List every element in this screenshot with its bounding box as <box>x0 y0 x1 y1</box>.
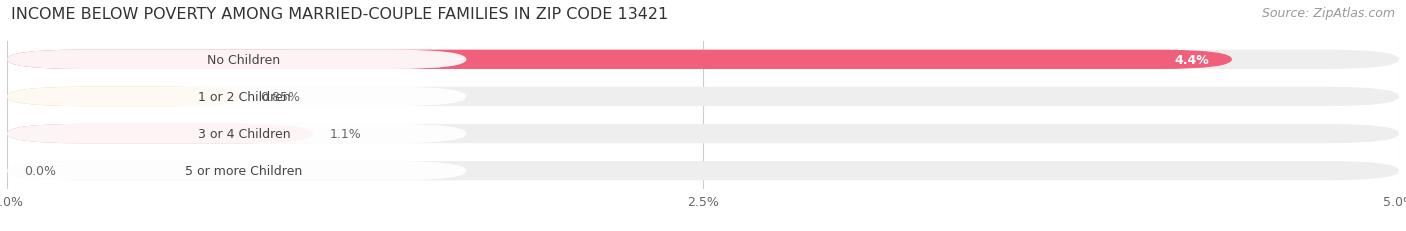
FancyBboxPatch shape <box>7 87 243 107</box>
FancyBboxPatch shape <box>7 161 467 181</box>
Text: 3 or 4 Children: 3 or 4 Children <box>198 128 290 140</box>
Text: 0.0%: 0.0% <box>24 164 56 177</box>
FancyBboxPatch shape <box>7 161 1399 181</box>
Text: Source: ZipAtlas.com: Source: ZipAtlas.com <box>1261 7 1395 20</box>
FancyBboxPatch shape <box>7 124 1399 144</box>
FancyBboxPatch shape <box>7 87 467 107</box>
Text: 1 or 2 Children: 1 or 2 Children <box>198 91 290 103</box>
Text: 1.1%: 1.1% <box>330 128 361 140</box>
Text: No Children: No Children <box>207 54 281 67</box>
Text: 0.85%: 0.85% <box>260 91 301 103</box>
FancyBboxPatch shape <box>7 124 467 144</box>
Text: 5 or more Children: 5 or more Children <box>186 164 302 177</box>
Text: INCOME BELOW POVERTY AMONG MARRIED-COUPLE FAMILIES IN ZIP CODE 13421: INCOME BELOW POVERTY AMONG MARRIED-COUPL… <box>11 7 668 22</box>
FancyBboxPatch shape <box>7 124 314 144</box>
FancyBboxPatch shape <box>7 50 1232 70</box>
FancyBboxPatch shape <box>7 87 1399 107</box>
Text: 4.4%: 4.4% <box>1175 54 1209 67</box>
FancyBboxPatch shape <box>7 50 467 70</box>
FancyBboxPatch shape <box>7 50 1399 70</box>
